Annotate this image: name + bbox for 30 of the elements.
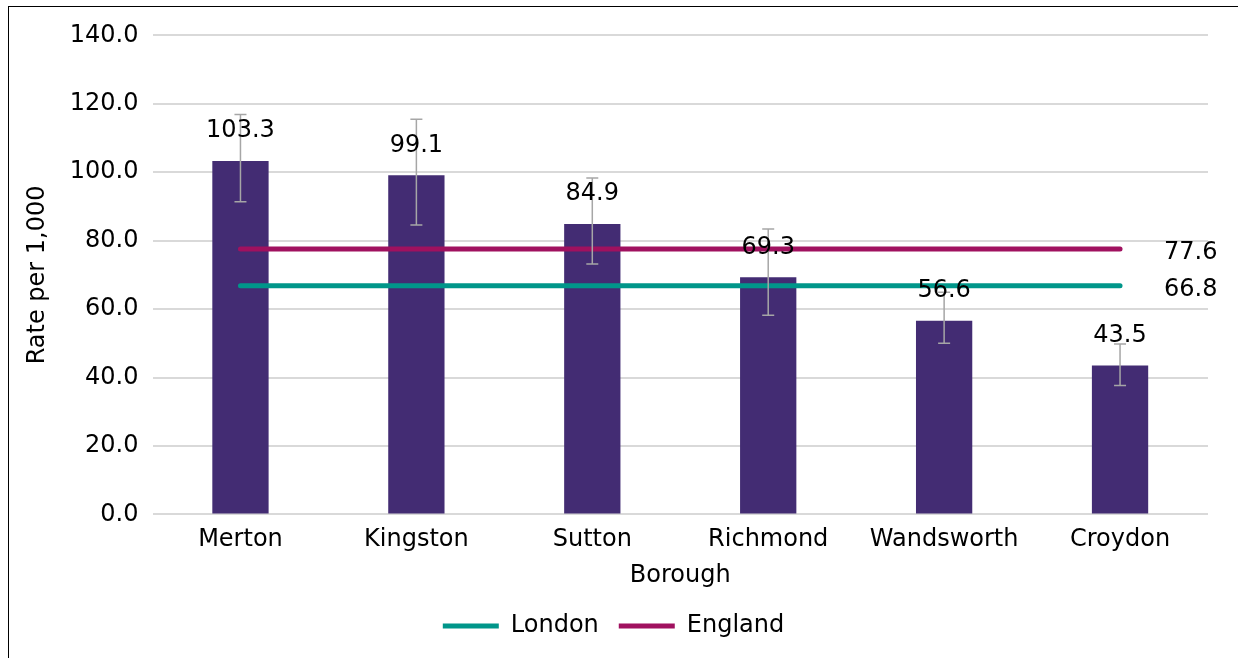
y-axis-title: Rate per 1,000 bbox=[21, 185, 50, 365]
x-tick-label: Richmond bbox=[708, 524, 829, 553]
y-tick-label: 0.0 bbox=[100, 498, 139, 527]
y-tick-label: 120.0 bbox=[69, 88, 139, 117]
y-tick-label: 140.0 bbox=[69, 19, 139, 48]
bar bbox=[1091, 365, 1149, 514]
bar bbox=[740, 277, 797, 514]
data-label: 103.3 bbox=[206, 115, 275, 144]
x-tick-label: Kingston bbox=[364, 524, 469, 553]
x-tick-label: Sutton bbox=[552, 524, 632, 553]
y-tick-label: 40.0 bbox=[85, 361, 139, 390]
bar bbox=[388, 175, 445, 514]
y-tick-label: 20.0 bbox=[85, 430, 139, 459]
data-label: 66.8 bbox=[1164, 274, 1218, 303]
data-label: 77.6 bbox=[1164, 237, 1218, 266]
data-label: 43.5 bbox=[1093, 319, 1147, 348]
x-axis-title: Borough bbox=[629, 559, 731, 588]
x-tick-label: Wandsworth bbox=[869, 524, 1019, 553]
data-label: 84.9 bbox=[565, 178, 620, 207]
bar bbox=[915, 320, 973, 514]
bar bbox=[212, 160, 269, 514]
x-tick-label: Croydon bbox=[1069, 524, 1171, 553]
y-tick-label: 100.0 bbox=[69, 156, 139, 185]
x-tick-label: Merton bbox=[198, 524, 283, 553]
y-tick-label: 60.0 bbox=[85, 293, 139, 322]
y-tick-label: 80.0 bbox=[85, 224, 139, 253]
data-label: 99.1 bbox=[389, 129, 444, 158]
legend-label: London bbox=[510, 610, 599, 639]
legend-label: England bbox=[686, 610, 785, 639]
bar bbox=[564, 223, 621, 514]
